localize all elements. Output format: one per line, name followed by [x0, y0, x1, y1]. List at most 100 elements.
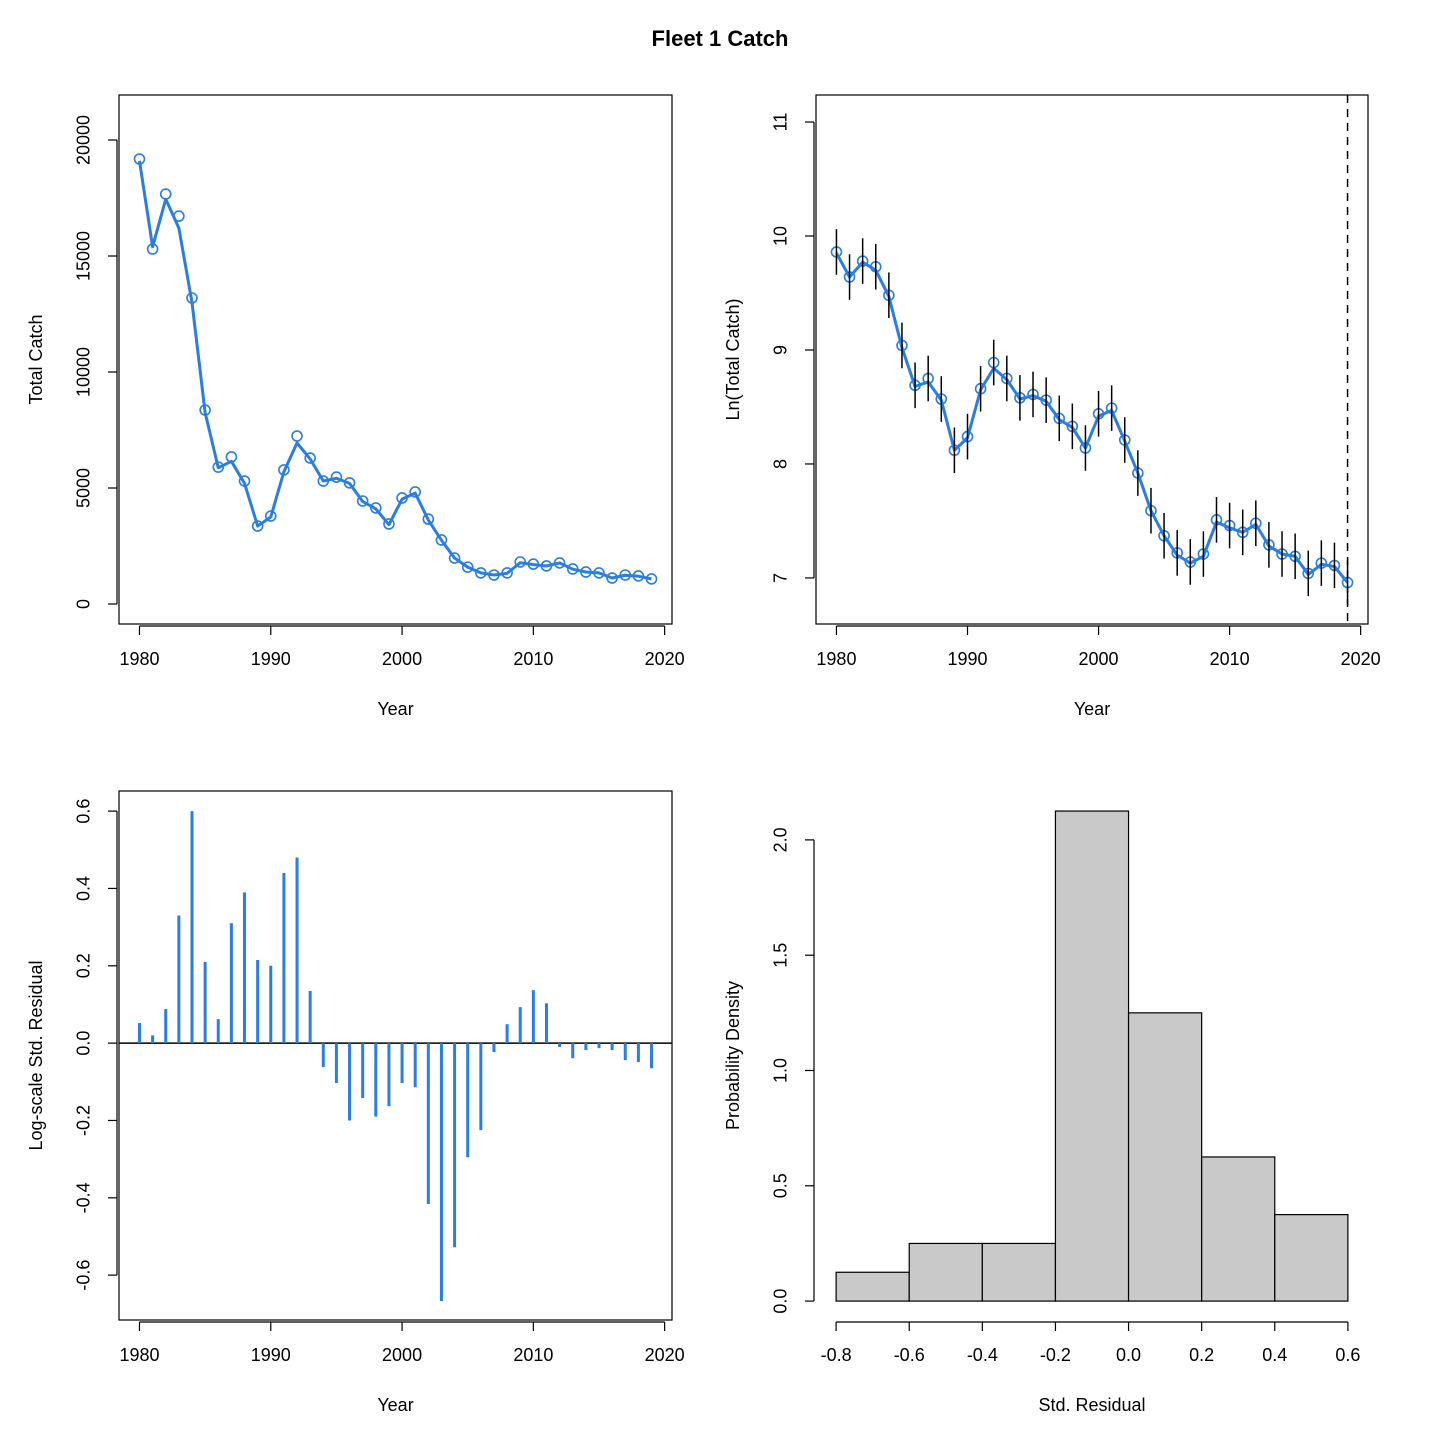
histogram-bar — [835, 1271, 910, 1302]
point — [186, 292, 198, 304]
point — [645, 573, 658, 585]
y-tick-label: 7 — [771, 573, 791, 583]
point — [632, 570, 645, 582]
plot-box — [118, 790, 673, 1321]
point — [278, 464, 290, 476]
histogram-bar — [1274, 1214, 1349, 1302]
x-tick-label: 2010 — [1210, 649, 1250, 669]
x-axis-title: Year — [377, 1395, 413, 1415]
y-tick-label: -0.4 — [74, 1182, 94, 1213]
point — [291, 430, 303, 442]
x-tick-label: 2020 — [1341, 649, 1381, 669]
y-axis-title: Ln(Total Catch) — [723, 298, 743, 420]
x-tick-label: 0.2 — [1189, 1345, 1214, 1365]
histogram-bar — [1127, 1012, 1203, 1302]
point — [422, 513, 435, 525]
histogram-bar — [1054, 810, 1130, 1302]
y-tick-label: 9 — [771, 345, 791, 355]
point — [304, 452, 316, 464]
point — [212, 461, 225, 473]
histogram-bar — [908, 1242, 983, 1302]
x-tick-label: -0.2 — [1040, 1345, 1071, 1365]
point — [225, 451, 238, 463]
y-tick-label: 0.2 — [74, 953, 94, 978]
x-tick-label: 2010 — [513, 649, 553, 669]
point — [488, 569, 500, 581]
x-tick-label: 0.0 — [1116, 1345, 1141, 1365]
y-tick-label: 8 — [771, 459, 791, 469]
y-tick-label: 20000 — [74, 115, 94, 165]
point — [501, 567, 513, 579]
y-tick-label: 0.4 — [74, 876, 94, 901]
point — [566, 563, 579, 575]
point — [173, 210, 185, 222]
x-tick-label: -0.4 — [967, 1345, 998, 1365]
point — [553, 557, 566, 569]
point — [264, 510, 277, 522]
point — [370, 502, 382, 514]
y-tick-label: 0.5 — [771, 1173, 791, 1198]
y-tick-label: 1.0 — [771, 1058, 791, 1083]
y-tick-label: 0.6 — [74, 799, 94, 824]
y-tick-label: 0 — [74, 599, 94, 609]
line — [137, 160, 652, 581]
point — [606, 572, 618, 584]
x-axis-title: Year — [1074, 699, 1110, 719]
x-tick-label: 1980 — [816, 649, 856, 669]
x-tick-label: 2000 — [1079, 649, 1119, 669]
point — [540, 560, 553, 572]
point — [251, 520, 264, 532]
y-tick-label: 10 — [771, 226, 791, 246]
plot-box — [118, 94, 673, 625]
x-axis-title: Year — [377, 699, 413, 719]
point — [461, 561, 474, 573]
point — [317, 475, 330, 487]
y-axis-title: Probability Density — [723, 981, 743, 1130]
point — [593, 567, 605, 579]
figure-title: Fleet 1 Catch — [652, 26, 789, 51]
y-tick-label: -0.6 — [74, 1260, 94, 1291]
point — [514, 556, 527, 568]
y-tick-label: 10000 — [74, 347, 94, 397]
point — [356, 495, 369, 507]
plot-box — [815, 94, 1369, 625]
histogram-bar — [981, 1242, 1057, 1302]
x-tick-label: 0.6 — [1335, 1345, 1360, 1365]
x-tick-label: 2020 — [645, 649, 685, 669]
point — [133, 153, 146, 165]
x-tick-label: -0.8 — [821, 1345, 852, 1365]
point — [343, 477, 356, 489]
y-tick-label: -0.2 — [74, 1105, 94, 1136]
y-axis-title: Total Catch — [26, 314, 46, 404]
x-tick-label: 2020 — [645, 1345, 685, 1365]
y-tick-label: 0.0 — [771, 1289, 791, 1314]
point — [619, 569, 632, 581]
point — [396, 492, 408, 504]
point — [238, 475, 251, 487]
y-tick-label: 11 — [771, 113, 791, 132]
point — [409, 486, 421, 498]
x-tick-label: 1980 — [119, 1345, 159, 1365]
x-tick-label: 1990 — [251, 1345, 291, 1365]
x-tick-label: 2000 — [382, 1345, 422, 1365]
x-tick-label: 1990 — [251, 649, 291, 669]
x-tick-label: 1980 — [119, 649, 159, 669]
y-tick-label: 1.5 — [771, 943, 791, 968]
x-tick-label: 2000 — [382, 649, 422, 669]
y-tick-label: 0.0 — [74, 1031, 94, 1056]
point — [580, 566, 592, 578]
point — [435, 534, 448, 546]
y-axis-title: Log-scale Std. Residual — [26, 960, 46, 1150]
y-tick-label: 2.0 — [771, 827, 791, 852]
x-tick-label: -0.6 — [894, 1345, 925, 1365]
line — [835, 252, 1349, 584]
x-tick-label: 2010 — [513, 1345, 553, 1365]
point — [383, 518, 395, 530]
histogram-bar — [1201, 1156, 1276, 1302]
point — [199, 404, 211, 416]
point — [448, 552, 461, 564]
point — [146, 243, 159, 255]
y-tick-label: 5000 — [74, 468, 94, 508]
point — [527, 558, 540, 570]
